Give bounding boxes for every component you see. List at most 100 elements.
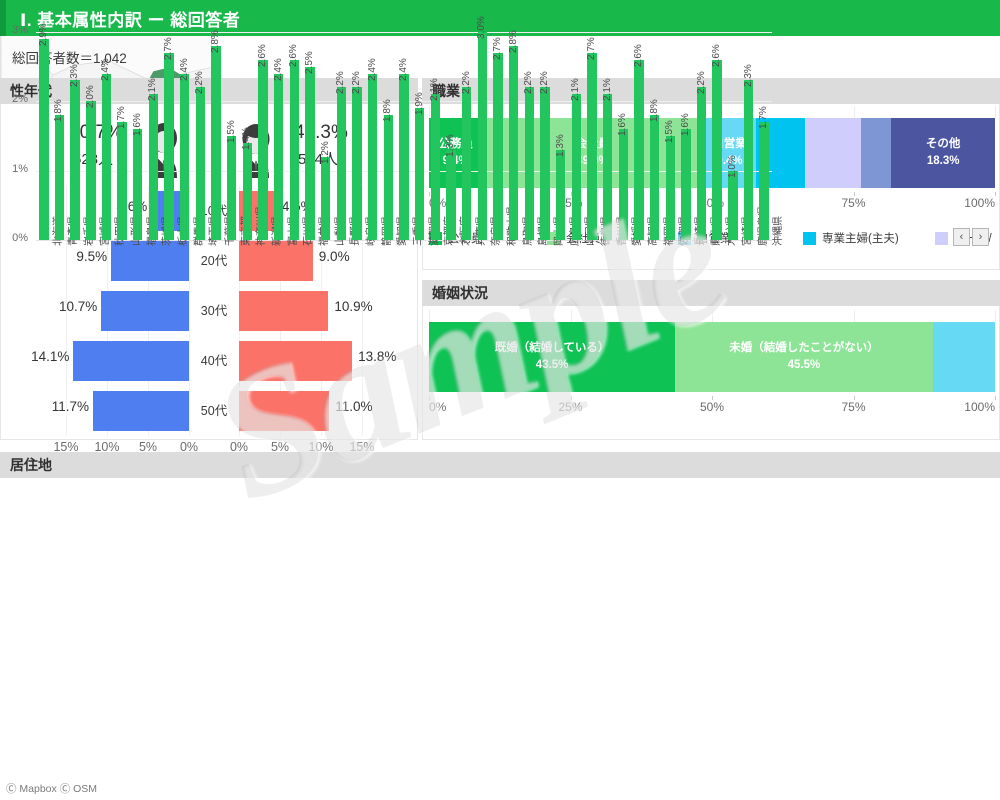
job-axis-tick: 100% (964, 196, 995, 210)
prefecture-bar[interactable] (665, 135, 675, 240)
prefecture-bar[interactable] (180, 73, 190, 240)
prefecture-bar[interactable] (555, 149, 566, 240)
prefecture-bar[interactable] (587, 52, 597, 240)
prefecture-bar[interactable] (618, 129, 628, 240)
age-bar-female (239, 291, 329, 331)
age-bar-female-value: 9.0% (318, 249, 350, 264)
job-segment[interactable] (804, 118, 862, 188)
prefecture-bar-value: 2.4% (178, 57, 190, 81)
prefecture-bar[interactable] (258, 59, 268, 240)
prefecture-bar[interactable] (164, 52, 174, 240)
prefecture-bar[interactable] (117, 122, 127, 240)
job-segment[interactable]: その他 18.3% (891, 118, 995, 188)
legend-prev-button[interactable]: ‹ (953, 228, 970, 246)
prefecture-bar[interactable] (383, 115, 394, 240)
page-title-bar: Ⅰ. 基本属性内訳 ー 総回答者 (0, 0, 1000, 36)
axis-tick-right: 10% (308, 440, 334, 454)
marital-segment[interactable]: 既婚（結婚している） 43.5% (429, 322, 676, 392)
age-group-label: 40代 (200, 354, 228, 368)
prefecture-bar[interactable] (446, 149, 456, 240)
prefecture-bar[interactable] (367, 73, 378, 240)
prefecture-bar[interactable] (54, 115, 65, 240)
marital-segment[interactable]: 未婚（結婚したことがない） 45.5% (675, 322, 933, 392)
axis-tick-right: 0% (229, 440, 249, 454)
prefecture-bar[interactable] (477, 31, 487, 240)
prefecture-bar[interactable] (101, 73, 112, 240)
marital-segment[interactable] (932, 322, 995, 392)
job-segment-label: その他 (925, 138, 961, 151)
prefecture-bar[interactable] (242, 142, 253, 240)
prefecture-bar[interactable] (70, 80, 80, 240)
prefecture-label: 沖縄県 (773, 216, 785, 246)
prefecture-bar-value: 1.0% (726, 154, 738, 178)
prefecture-bar[interactable] (289, 59, 300, 240)
prefecture-bar[interactable] (524, 87, 534, 240)
prefecture-bar-value: 2.2% (523, 71, 535, 95)
prefecture-bar[interactable] (195, 87, 206, 240)
prefecture-bar[interactable] (39, 38, 49, 240)
prefecture-bar[interactable] (336, 87, 347, 240)
prefecture-bar-value: 2.2% (460, 71, 472, 95)
age-group-label: 20代 (200, 254, 228, 268)
prefecture-bar-value: 2.4% (366, 57, 378, 81)
prefecture-bar[interactable] (211, 45, 221, 240)
prefecture-bar[interactable] (148, 94, 159, 240)
prefecture-bar-value: 1.8% (53, 99, 65, 123)
panel-marital: 既婚（結婚している） 43.5% 未婚（結婚したことがない） 45.5% 0% 25% 50… (422, 306, 1000, 440)
prefecture-bar-value: 2.2% (351, 71, 363, 95)
prefecture-bar[interactable] (696, 87, 707, 240)
job-segment[interactable] (861, 118, 892, 188)
prefecture-bar[interactable] (634, 59, 644, 240)
job-axis-tick: 75% (841, 196, 866, 210)
prefecture-bar[interactable] (399, 73, 409, 240)
prefecture-bar[interactable] (305, 66, 315, 240)
prefecture-bar[interactable] (352, 87, 362, 240)
prefecture-bar[interactable] (493, 52, 503, 240)
prefecture-bar[interactable] (274, 73, 284, 240)
prefecture-bar[interactable] (681, 129, 691, 240)
prefecture-bar-value: 1.3% (444, 134, 456, 157)
marital-axis-tick: 100% (964, 400, 995, 414)
prefecture-bar[interactable] (227, 135, 237, 240)
marital-stacked-bar: 既婚（結婚している） 43.5% 未婚（結婚したことがない） 45.5% (429, 322, 995, 392)
legend-swatch-5 (935, 231, 948, 245)
prefecture-bar-value: 1.6% (679, 113, 691, 136)
prefecture-bar-value: 1.5% (225, 120, 237, 143)
prefecture-bar-value: 2.2% (695, 71, 707, 95)
prefecture-bar[interactable] (759, 122, 769, 240)
age-bar-male (93, 391, 189, 431)
prefecture-bar[interactable] (712, 59, 722, 240)
prefecture-bar[interactable] (133, 129, 143, 240)
prefecture-bar-chart: 0%1%2%3%2.9%北海道1.8%青森県2.3%岩手県2.0%宮城県2.4%… (0, 16, 784, 620)
prefecture-bar-value: 1.7% (758, 106, 770, 130)
prefecture-bar[interactable] (461, 87, 472, 240)
prefecture-bar-value: 2.2% (194, 71, 206, 95)
prefecture-bar[interactable] (540, 87, 550, 240)
prefecture-bar-value: 2.3% (742, 64, 754, 88)
prefecture-bar[interactable] (743, 80, 754, 240)
prefecture-bar[interactable] (508, 45, 519, 240)
prefecture-bar[interactable] (571, 94, 581, 240)
y-axis-tick: 3% (12, 23, 28, 36)
axis-tick-left: 15% (53, 440, 79, 454)
prefecture-bar[interactable] (86, 101, 96, 240)
prefecture-bar[interactable] (602, 94, 613, 240)
marital-axis-tick: 25% (558, 400, 583, 414)
prefecture-bar[interactable] (728, 170, 738, 240)
prefecture-bar[interactable] (649, 115, 660, 240)
panel-title-marital: 婚姻状況 (432, 285, 488, 301)
prefecture-bar-value: 2.6% (257, 43, 269, 67)
marital-axis-tick: 75% (841, 400, 866, 414)
legend-next-button[interactable]: › (972, 228, 989, 246)
job-legend-item[interactable]: 専業主婦(主夫) (803, 230, 899, 246)
prefecture-bar-value: 1.8% (382, 99, 394, 123)
job-legend-pager: ‹ › (953, 228, 989, 246)
age-bar-male-value: 14.1% (31, 349, 70, 364)
prefecture-bar[interactable] (430, 94, 440, 240)
age-bar-male-value: 11.7% (51, 399, 90, 414)
prefecture-bar-value: 2.7% (585, 36, 597, 60)
prefecture-bar[interactable] (414, 108, 425, 240)
prefecture-bar-value: 2.1% (429, 78, 441, 102)
prefecture-bar[interactable] (321, 156, 331, 240)
prefecture-bar-value: 1.9% (413, 92, 425, 116)
